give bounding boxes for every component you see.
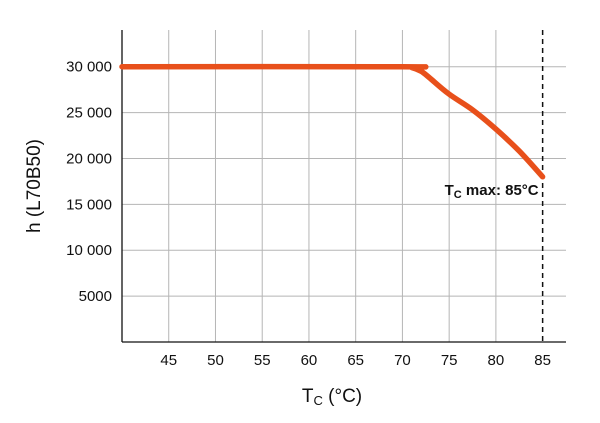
max-temperature-annotation: TC max: 85°C: [445, 182, 539, 201]
y-tick-label: 10 000: [66, 242, 112, 259]
x-tick-label: 75: [441, 352, 458, 369]
y-tick-label: 15 000: [66, 196, 112, 213]
x-axis-title-sub: C: [313, 393, 322, 408]
y-tick-label: 5000: [79, 288, 112, 305]
x-tick-label: 80: [488, 352, 505, 369]
y-tick-labels: 5000 10 000 15 000 20 000 25 000 30 000: [66, 59, 112, 305]
x-tick-label: 50: [207, 352, 224, 369]
x-axis-title: TC (°C): [302, 386, 362, 408]
y-tick-label: 30 000: [66, 59, 112, 76]
x-tick-label: 70: [394, 352, 411, 369]
x-tick-label: 65: [347, 352, 364, 369]
annotation-text: max: 85°C: [462, 182, 539, 199]
y-tick-label: 20 000: [66, 150, 112, 167]
y-tick-label: 25 000: [66, 105, 112, 122]
x-axis-title-main: T: [302, 386, 314, 407]
x-tick-label: 55: [254, 352, 271, 369]
x-tick-label: 85: [534, 352, 551, 369]
annotation-sub: C: [454, 189, 462, 201]
x-tick-label: 45: [160, 352, 177, 369]
y-axis-title: h (L70B50): [24, 139, 45, 233]
x-axis-title-suffix: (°C): [323, 386, 362, 407]
annotation-main: T: [445, 182, 454, 199]
x-tick-labels: 45 50 55 60 65 70 75 80 85: [160, 352, 551, 369]
x-tick-label: 60: [301, 352, 318, 369]
lifetime-series-line: [119, 63, 546, 180]
